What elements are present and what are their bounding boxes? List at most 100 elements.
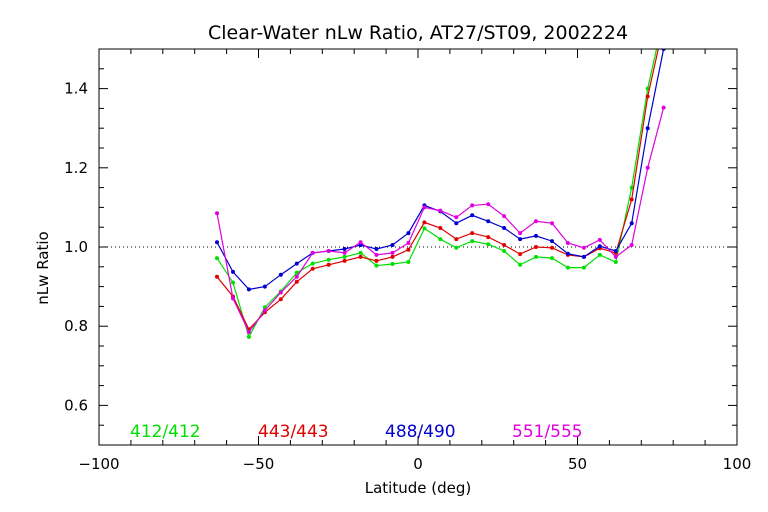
data-point — [645, 126, 650, 131]
data-point — [342, 258, 347, 263]
data-point — [310, 261, 315, 266]
data-point — [534, 219, 538, 224]
data-point — [438, 226, 443, 230]
data-point — [502, 249, 507, 253]
data-point — [534, 233, 538, 238]
data-point — [550, 245, 554, 250]
data-point — [581, 245, 586, 250]
data-point — [406, 231, 411, 236]
data-point — [310, 266, 315, 271]
data-point — [454, 237, 459, 242]
data-point — [374, 258, 379, 263]
data-point — [645, 165, 650, 170]
data-point — [518, 231, 523, 236]
data-point — [326, 262, 331, 267]
series-3 — [215, 105, 666, 335]
series-0 — [215, 49, 658, 339]
data-point — [215, 256, 219, 261]
data-point — [629, 197, 634, 202]
x-tick-label: 100 — [723, 455, 752, 473]
data-point — [470, 203, 475, 208]
data-point — [390, 243, 395, 247]
data-point — [294, 274, 299, 279]
data-point — [246, 287, 251, 292]
data-point — [613, 254, 618, 259]
data-point — [454, 215, 459, 220]
data-point — [358, 240, 363, 245]
data-point — [565, 251, 570, 256]
data-point — [486, 202, 491, 207]
data-point — [486, 219, 491, 224]
data-point — [342, 247, 347, 251]
data-point — [390, 254, 395, 259]
data-point — [502, 214, 507, 219]
legend-entry: 488/490 — [385, 422, 456, 442]
data-point — [390, 250, 395, 255]
data-point — [231, 269, 235, 274]
data-point — [502, 243, 507, 247]
data-point — [278, 272, 283, 277]
data-point — [262, 305, 267, 310]
data-point — [294, 279, 299, 284]
data-point — [326, 257, 331, 262]
data-point — [550, 256, 554, 261]
chart-title: Clear-Water nLw Ratio, AT27/ST09, 200222… — [208, 22, 628, 44]
y-tick-label: 1.0 — [64, 238, 88, 256]
data-point — [550, 221, 554, 226]
data-point — [406, 247, 411, 252]
data-point — [342, 250, 347, 255]
data-point — [470, 239, 475, 244]
data-point — [550, 239, 554, 244]
data-point — [215, 274, 219, 279]
x-tick-label: −100 — [78, 455, 119, 473]
data-point — [629, 221, 634, 226]
axes-layer: −100 −50 0 50 100 0.6 0.8 1.0 1.2 1.4 — [64, 48, 752, 473]
data-point — [518, 252, 523, 257]
data-point — [422, 220, 427, 225]
data-point — [422, 226, 427, 231]
data-point — [645, 94, 650, 99]
data-point — [358, 250, 363, 255]
x-axis-label: Latitude (deg) — [365, 479, 471, 497]
data-point — [470, 231, 475, 236]
series-layer — [215, 49, 666, 339]
data-point — [262, 308, 267, 313]
legend: 412/412 443/443 488/490 551/555 — [130, 422, 583, 442]
data-point — [597, 252, 602, 257]
data-point — [231, 280, 235, 285]
legend-entry: 551/555 — [512, 422, 583, 442]
data-point — [406, 260, 411, 264]
data-point — [454, 245, 459, 250]
legend-entry: 443/443 — [258, 422, 329, 442]
data-point — [518, 237, 523, 242]
legend-entry: 412/412 — [130, 422, 201, 442]
data-point — [278, 290, 283, 295]
data-point — [374, 247, 379, 251]
data-point — [565, 265, 570, 270]
data-point — [390, 262, 395, 266]
data-point — [215, 240, 219, 245]
data-point — [565, 241, 570, 245]
x-tick-label: 0 — [413, 455, 423, 473]
data-point — [406, 241, 411, 245]
data-point — [438, 237, 443, 242]
data-point — [613, 260, 618, 264]
data-point — [581, 254, 586, 259]
data-point — [629, 185, 634, 190]
data-point — [374, 252, 379, 257]
data-point — [374, 263, 379, 268]
data-point — [310, 250, 315, 255]
data-point — [294, 261, 299, 266]
data-point — [215, 211, 219, 216]
data-point — [454, 221, 459, 226]
data-point — [422, 205, 427, 210]
data-point — [246, 330, 251, 335]
data-point — [326, 249, 331, 253]
data-point — [342, 254, 347, 259]
y-axis-label: nLw Ratio — [34, 231, 52, 304]
data-point — [581, 265, 586, 270]
data-point — [294, 270, 299, 275]
y-tick-label: 0.6 — [64, 396, 88, 414]
